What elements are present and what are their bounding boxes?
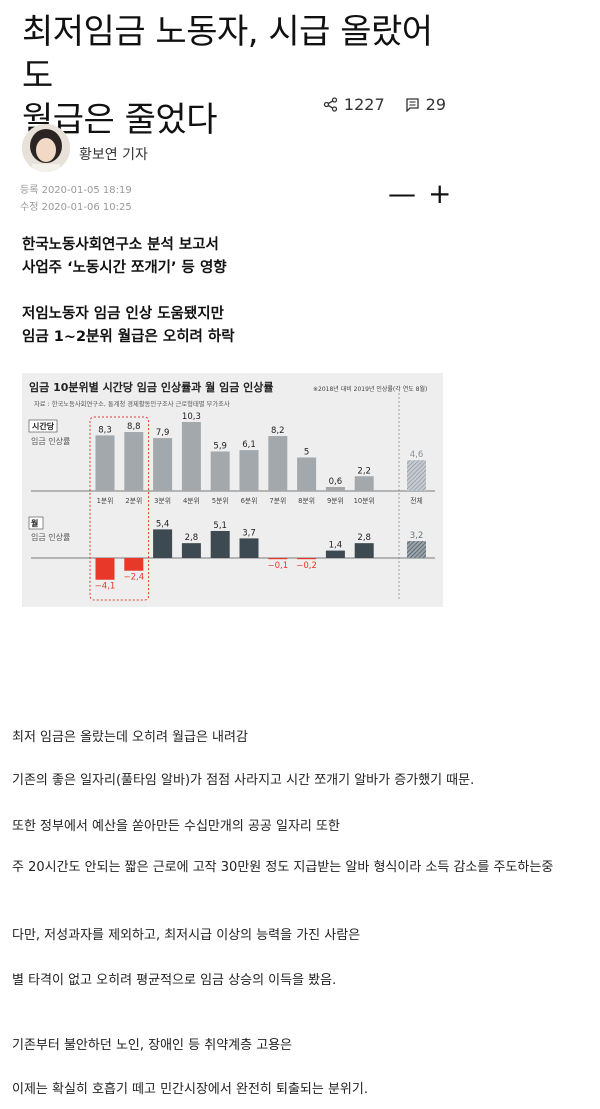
body-paragraph: 다만, 저성과자를 제외하고, 최저시급 이상의 능력을 가진 사람은	[12, 928, 361, 943]
monthly-bar	[95, 558, 115, 580]
wage-chart-svg: 임금 10분위별 시간당 임금 인상률과 월 임금 인상률 ※2018년 대비 …	[28, 380, 435, 601]
monthly-bar-label: 5,1	[213, 521, 227, 531]
category-label: 5분위	[212, 497, 229, 505]
total-category-label: 전체	[410, 496, 423, 505]
article-summary: 한국노동사회연구소 분석 보고서 사업주 ‘노동시간 쪼개기’ 등 영향 저임노…	[22, 234, 235, 349]
share-count: 1227	[343, 95, 385, 114]
summary-line: 임금 1~2분위 월급은 오히려 하락	[22, 329, 235, 345]
summary-line: 저임노동자 임금 인상 도움됐지만	[22, 306, 224, 322]
hourly-bar	[354, 476, 374, 491]
body-paragraph: 기존의 좋은 일자리(풀타임 알바)가 점점 사라지고 시간 쪼개기 알바가 증…	[12, 773, 475, 788]
highlight-box	[89, 416, 150, 601]
monthly-bar-label: −2,4	[123, 573, 144, 583]
monthly-bar	[153, 529, 173, 558]
hourly-bar-label: 8,8	[127, 422, 141, 432]
hourly-total-bar	[407, 460, 426, 491]
monthly-bar	[124, 558, 144, 571]
body-paragraph: 최저 임금은 올랐는데 오히려 월급은 내려감	[12, 730, 248, 745]
wage-chart: 임금 10분위별 시간당 임금 인상률과 월 임금 인상률 ※2018년 대비 …	[22, 373, 443, 607]
font-size-controls: — +	[388, 180, 451, 208]
hourly-bar	[95, 435, 115, 491]
hourly-bar-label: 5	[304, 448, 309, 458]
hourly-bar-label: 10,3	[182, 412, 201, 422]
monthly-series-label: 월	[31, 518, 38, 528]
monthly-bar	[239, 538, 259, 558]
category-label: 4분위	[183, 497, 200, 505]
monthly-bar-label: 1,4	[329, 541, 343, 551]
article-stats: 1227 29	[323, 95, 446, 114]
hourly-label-box	[28, 419, 58, 433]
comment-icon[interactable]	[405, 97, 420, 112]
hourly-bar	[297, 457, 317, 491]
monthly-bar-label: −0,1	[267, 561, 288, 571]
category-label: 6분위	[241, 497, 258, 505]
hourly-bar	[153, 438, 173, 491]
category-label: 7분위	[269, 497, 286, 505]
monthly-label-box	[28, 516, 44, 530]
category-label: 10분위	[354, 497, 375, 505]
hourly-series-label: 시간당	[32, 421, 55, 431]
hourly-series-sublabel: 임금 인상률	[31, 436, 70, 446]
monthly-bar-label: −4,1	[95, 582, 116, 592]
hourly-bar-label: 2,2	[357, 466, 371, 476]
monthly-bar	[268, 558, 288, 560]
category-label: 1분위	[97, 497, 114, 505]
monthly-bar	[354, 543, 374, 558]
monthly-bar	[325, 550, 345, 558]
hourly-bar-label: 7,9	[156, 428, 170, 438]
reporter-name[interactable]: 황보연 기자	[79, 147, 148, 163]
share-icon[interactable]	[323, 97, 338, 112]
hourly-bar-label: 0,6	[329, 477, 343, 487]
registered-date: 등록 2020-01-05 18:19	[20, 185, 132, 196]
zoom-in-button[interactable]: +	[428, 177, 452, 210]
monthly-total-bar	[407, 541, 426, 558]
monthly-bar-label: 3,7	[242, 528, 256, 538]
monthly-bar	[297, 558, 317, 560]
category-label: 3분위	[154, 497, 171, 505]
monthly-series-sublabel: 임금 인상률	[31, 532, 70, 542]
zoom-out-button[interactable]: —	[388, 177, 416, 210]
hourly-bar	[325, 486, 345, 491]
article-title: 최저임금 노동자, 시급 올랐어도 월급은 줄었다	[22, 10, 450, 142]
hourly-bar-label: 8,2	[271, 426, 285, 436]
hourly-bar-label: 5,9	[213, 441, 227, 451]
monthly-bar	[210, 530, 230, 558]
hourly-total-label: 4,6	[410, 450, 424, 460]
modified-date: 수정 2020-01-06 10:25	[20, 202, 132, 213]
category-label: 9분위	[327, 497, 344, 505]
hourly-bar	[239, 450, 259, 491]
monthly-bar-label: −0,2	[296, 561, 317, 571]
hourly-bar	[268, 436, 288, 491]
chart-source: 자료 : 한국노동사회연구소, 통계청 경제활동인구조사 근로형태별 부가조사	[34, 399, 230, 408]
reporter-avatar[interactable]	[22, 124, 70, 172]
title-line-1: 최저임금 노동자, 시급 올랐어도	[22, 12, 433, 96]
monthly-bar-label: 2,8	[357, 533, 371, 543]
body-paragraph: 이제는 확실히 호흡기 떼고 민간시장에서 완전히 퇴출되는 분위기.	[12, 1082, 368, 1097]
hourly-bar	[124, 432, 144, 491]
monthly-bar-label: 2,8	[185, 533, 199, 543]
body-paragraph: 기존부터 불안하던 노인, 장애인 등 취약계층 고용은	[12, 1038, 293, 1053]
comment-count: 29	[425, 95, 446, 114]
hourly-bar	[210, 451, 230, 491]
chart-note: ※2018년 대비 2019년 인상률(각 연도 8월)	[313, 385, 427, 393]
summary-line: 한국노동사회연구소 분석 보고서	[22, 237, 219, 253]
chart-title: 임금 10분위별 시간당 임금 인상률과 월 임금 인상률	[29, 380, 274, 394]
body-paragraph: 주 20시간도 안되는 짧은 근로에 고작 30만원 정도 지급받는 알바 형식…	[12, 860, 554, 875]
monthly-total-label: 3,2	[410, 531, 424, 541]
hourly-bar	[181, 421, 201, 491]
summary-line: 사업주 ‘노동시간 쪼개기’ 등 영향	[22, 260, 227, 276]
monthly-bar	[181, 543, 201, 558]
body-paragraph: 별 타격이 없고 오히려 평균적으로 임금 상승의 이득을 봤음.	[12, 973, 337, 988]
article-dates: 등록 2020-01-05 18:19 수정 2020-01-06 10:25	[20, 182, 132, 216]
body-paragraph: 또한 정부에서 예산을 쏟아만든 수십만개의 공공 일자리 또한	[12, 819, 340, 834]
hourly-bar-label: 6,1	[242, 440, 256, 450]
hourly-bar-label: 8,3	[98, 425, 112, 435]
category-label: 8분위	[298, 497, 315, 505]
category-label: 2분위	[125, 497, 142, 505]
monthly-bar-label: 5,4	[156, 519, 170, 529]
